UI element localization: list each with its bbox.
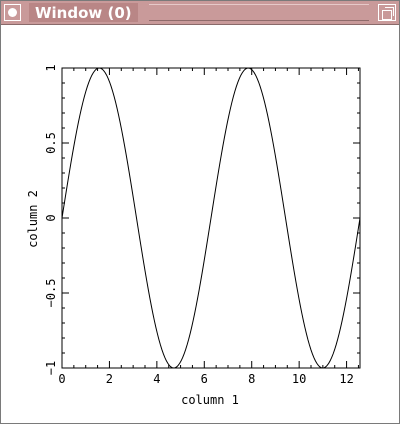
y-tick-label: 1 [44,64,58,71]
x-tick-label: 0 [58,372,65,386]
maximize-button[interactable] [378,4,396,21]
plot-area: 0 2 4 6 8 10 12 −1 −0.5 0 0.5 1 column 1 column 2 [1,25,399,423]
x-tick-label: 12 [339,372,353,386]
chart: 0 2 4 6 8 10 12 −1 −0.5 0 0.5 1 column 1 column 2 [26,64,361,407]
x-tick-label: 8 [248,372,255,386]
y-tick-label: 0 [44,214,58,221]
x-axis-label: column 1 [181,393,239,407]
x-tick-label: 6 [201,372,208,386]
sine-series-line [61,67,361,369]
y-tick-label: 0.5 [44,132,58,154]
title-bar-stripe [149,4,369,21]
window-title-container: Window (0) [29,3,138,22]
x-tick-label: 2 [106,372,113,386]
x-tick-label: 4 [153,372,160,386]
y-tick-label: −0.5 [44,279,58,308]
y-axis-label: column 2 [26,190,40,248]
window-menu-button[interactable] [4,4,21,21]
maximize-icon-back [385,7,394,16]
y-tick-label: −1 [44,361,58,375]
window-title: Window (0) [35,4,132,22]
x-tick-label: 10 [292,372,306,386]
circle-dot-icon [8,8,17,17]
maximize-icon [382,10,392,20]
title-bar[interactable]: Window (0) [1,1,399,25]
